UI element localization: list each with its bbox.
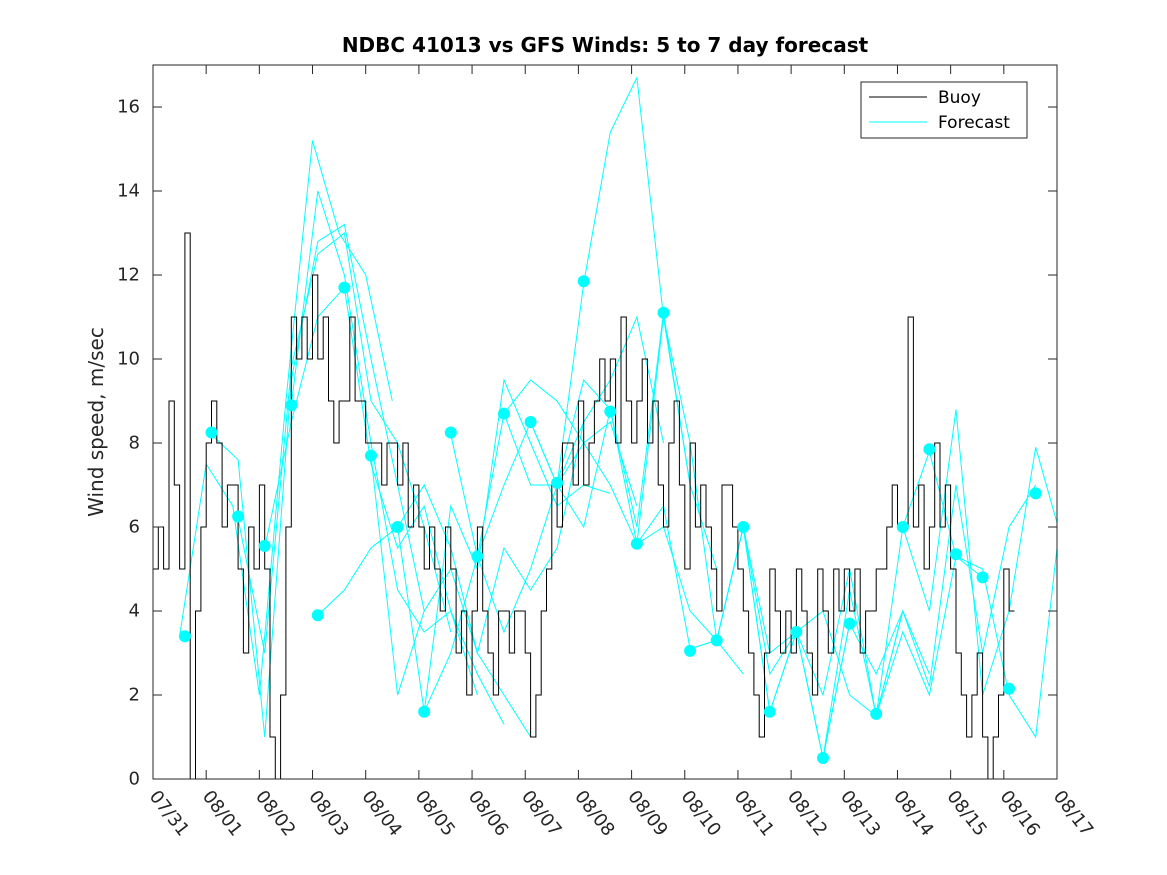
forecast-marker-29 xyxy=(923,443,936,456)
forecast-marker-16 xyxy=(577,275,590,288)
y-tick-label-3: 6 xyxy=(129,517,140,538)
legend-box xyxy=(860,81,1028,139)
legend: Buoy Forecast xyxy=(860,81,1028,139)
forecast-marker-28 xyxy=(896,521,909,533)
forecast-marker-13 xyxy=(498,407,510,420)
forecast-marker-24 xyxy=(790,626,803,638)
forecast-marker-1 xyxy=(178,630,191,643)
forecast-marker-4 xyxy=(258,539,271,552)
forecast-marker-12 xyxy=(471,550,484,563)
forecast-series-20 xyxy=(875,547,1058,739)
buoy-line xyxy=(153,232,1015,780)
forecast-start-markers xyxy=(178,275,1042,764)
forecast-marker-5 xyxy=(285,399,298,412)
axis-ticks xyxy=(152,65,1058,780)
legend-buoy-label: Buoy xyxy=(938,88,981,108)
y-tick-label-4: 8 xyxy=(129,433,140,454)
y-tick-label-6: 12 xyxy=(117,265,140,286)
forecast-series-6 xyxy=(317,483,532,738)
forecast-marker-20 xyxy=(684,644,697,657)
forecast-marker-22 xyxy=(737,521,750,533)
forecast-marker-21 xyxy=(710,634,723,647)
forecast-marker-14 xyxy=(524,416,537,428)
forecast-marker-19 xyxy=(657,306,670,319)
forecast-marker-11 xyxy=(444,426,457,439)
forecast-marker-8 xyxy=(365,449,377,462)
y-tick-label-2: 4 xyxy=(129,601,140,622)
y-tick-label-7: 14 xyxy=(117,181,140,202)
forecast-marker-31 xyxy=(976,571,989,584)
forecast-marker-30 xyxy=(950,548,962,561)
y-tick-label-8: 16 xyxy=(117,97,140,118)
forecast-marker-26 xyxy=(843,617,856,630)
forecast-marker-23 xyxy=(763,705,776,718)
forecast-series-5 xyxy=(290,190,505,725)
y-tick-label-1: 2 xyxy=(129,685,140,706)
forecast-marker-18 xyxy=(630,537,643,550)
y-tick-label-5: 10 xyxy=(117,349,140,370)
forecast-series-1 xyxy=(179,140,393,696)
y-tick-labels: 0 2 4 6 8 10 12 14 16 xyxy=(117,97,140,790)
forecast-series-19 xyxy=(822,484,1037,759)
forecast-marker-10 xyxy=(418,705,431,718)
forecast-marker-6 xyxy=(311,609,324,622)
forecast-marker-32 xyxy=(1003,682,1016,695)
forecast-marker-25 xyxy=(817,752,829,764)
legend-forecast-label: Forecast xyxy=(938,113,1010,133)
forecast-marker-27 xyxy=(870,707,883,720)
forecast-series-7 xyxy=(370,421,585,696)
forecast-marker-2 xyxy=(205,426,218,439)
forecast-series-9 xyxy=(423,379,638,713)
chart-title: NDBC 41013 vs GFS Winds: 5 to 7 day fore… xyxy=(342,33,869,57)
forecast-marker-7 xyxy=(338,281,351,294)
forecast-marker-9 xyxy=(391,521,404,533)
plot-frame xyxy=(152,64,1058,780)
forecast-marker-3 xyxy=(232,510,245,523)
y-tick-label-0: 0 xyxy=(129,769,140,790)
forecast-marker-17 xyxy=(604,405,617,418)
forecast-marker-15 xyxy=(551,476,564,489)
forecast-series-8 xyxy=(397,378,611,712)
y-axis-label: Wind speed, m/sec xyxy=(84,327,108,517)
plot-area xyxy=(153,65,1057,779)
buoy-series xyxy=(153,232,1015,780)
forecast-marker-33 xyxy=(1029,487,1042,500)
